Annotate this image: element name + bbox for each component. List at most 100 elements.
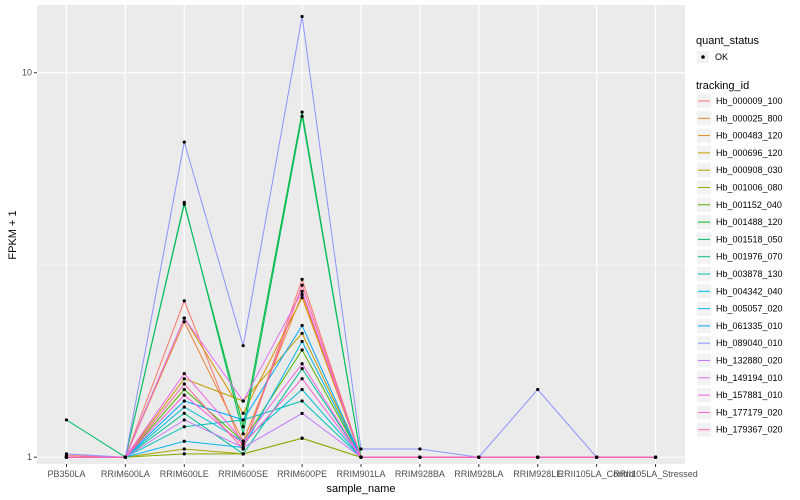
data-point-Hb_003878_130 [300, 399, 304, 403]
data-point-Hb_001006_080 [300, 436, 304, 440]
data-point-Hb_001152_040 [182, 387, 186, 392]
data-point-Hb_000696_120 [182, 377, 186, 381]
data-point-Hb_089040_010 [64, 452, 69, 456]
data-point-Hb_001488_120 [300, 110, 304, 114]
data-point-Hb_179367_020 [182, 382, 186, 386]
legend-label-Hb_001152_040: Hb_001152_040 [716, 200, 782, 210]
data-point-Hb_001006_080 [182, 452, 186, 456]
x-tick-label: RRIM928LE [513, 469, 562, 479]
data-point-Hb_179367_020 [418, 455, 422, 459]
data-point-Hb_179367_020 [123, 455, 127, 459]
legend-quant-status: quant_status OK [696, 35, 759, 63]
data-point-Hb_179367_020 [64, 455, 69, 459]
data-point-Hb_089040_010 [359, 447, 363, 451]
legend-label-Hb_001006_080: Hb_001006_080 [716, 183, 783, 193]
data-point-Hb_177179_020 [182, 393, 186, 397]
data-point-Hb_005057_020 [300, 339, 304, 344]
legend-label-Hb_000483_120: Hb_000483_120 [716, 131, 783, 141]
data-point-Hb_004342_040 [182, 405, 186, 409]
data-point-Hb_089040_010 [182, 140, 186, 144]
data-point-Hb_157881_010 [241, 439, 245, 443]
legend-label-Hb_001976_070: Hb_001976_070 [716, 252, 783, 262]
legend-label-Hb_179367_020: Hb_179367_020 [716, 425, 783, 435]
data-point-Hb_061335_010 [300, 323, 304, 328]
data-point-Hb_149194_010 [182, 316, 186, 320]
data-point-Hb_179367_020 [595, 455, 599, 459]
legend-label-Hb_089040_010: Hb_089040_010 [716, 338, 783, 348]
data-point-Hb_000483_120 [241, 411, 245, 415]
y-axis-title: FPKM + 1 [7, 210, 19, 259]
data-point-Hb_000696_120 [300, 331, 304, 335]
data-point-Hb_179367_020 [536, 455, 540, 459]
data-point-Hb_177179_020 [300, 377, 304, 381]
x-tick-label: RRIM901LA [336, 469, 385, 479]
data-point-Hb_000908_030 [182, 447, 186, 451]
x-tick-label: RRII105LA_Stressed [613, 469, 698, 479]
x-tick-label: RRIM600LA [101, 469, 150, 479]
data-point-Hb_132880_020 [300, 411, 304, 415]
data-point-Hb_001976_070 [241, 452, 245, 456]
data-point-Hb_001488_120 [241, 425, 245, 429]
data-point-Hb_157881_010 [182, 371, 186, 376]
x-tick-label: RRIM600PE [277, 469, 327, 479]
legend-label-Hb_000908_030: Hb_000908_030 [716, 165, 783, 175]
data-point-Hb_000009_100 [300, 277, 304, 282]
legend-label-Hb_003878_130: Hb_003878_130 [716, 269, 783, 279]
x-tick-label: PB350LA [47, 469, 85, 479]
legend-tracking-id-title: tracking_id [696, 80, 749, 92]
data-point-Hb_177179_020 [241, 442, 245, 446]
x-tick-label: RRIM600LE [160, 469, 209, 479]
legend-label-Hb_001488_120: Hb_001488_120 [716, 217, 783, 227]
legend-tracking-id: tracking_id Hb_000009_100 Hb_000025_800 Hb… [696, 80, 783, 437]
y-tick-label: 10 [22, 68, 32, 78]
data-point-Hb_089040_010 [418, 447, 422, 451]
x-tick-label: RRIM928BA [395, 469, 445, 479]
x-axis-title: sample_name [326, 483, 395, 495]
x-tick-label: RRIM928LA [454, 469, 503, 479]
legend-label-Hb_000009_100: Hb_000009_100 [716, 96, 783, 106]
data-point-Hb_061335_010 [182, 399, 186, 403]
legend-status-label: OK [715, 52, 728, 62]
legend-label-Hb_001518_050: Hb_001518_050 [716, 234, 783, 244]
data-point-Hb_000009_100 [182, 299, 186, 303]
legend-label-Hb_000696_120: Hb_000696_120 [716, 148, 783, 158]
data-point-Hb_001518_050 [64, 418, 69, 422]
data-point-Hb_089040_010 [536, 387, 540, 392]
data-point-Hb_001518_050 [300, 114, 304, 118]
legend-label-Hb_000025_800: Hb_000025_800 [716, 113, 783, 123]
y-axis: 1 10 [22, 68, 37, 462]
data-point-Hb_001976_070 [182, 411, 186, 415]
legend-label-Hb_149194_010: Hb_149194_010 [716, 373, 783, 383]
data-point-Hb_179367_020 [477, 455, 481, 459]
legend-label-Hb_061335_010: Hb_061335_010 [716, 321, 783, 331]
x-tick-label: RRII105LA_Control [558, 469, 636, 479]
data-point-Hb_089040_010 [241, 344, 245, 348]
data-point-Hb_061335_010 [241, 418, 245, 422]
data-point-Hb_004342_040 [300, 387, 304, 392]
data-point-Hb_001976_070 [300, 366, 304, 371]
data-point-Hb_132880_020 [182, 418, 186, 422]
data-point-Hb_003878_130 [182, 425, 186, 429]
legend-label-Hb_177179_020: Hb_177179_020 [716, 407, 783, 417]
y-tick-label: 1 [27, 452, 32, 462]
x-tick-label: RRIM600SE [218, 469, 268, 479]
data-point-Hb_001152_040 [300, 348, 304, 352]
legend-label-Hb_132880_020: Hb_132880_020 [716, 356, 783, 366]
data-point-Hb_000025_800 [300, 292, 304, 297]
points-layer [64, 14, 658, 459]
data-point-Hb_157881_010 [300, 362, 304, 366]
data-point-Hb_005057_020 [182, 439, 186, 443]
data-point-Hb_001518_050 [241, 432, 245, 436]
legend-label-Hb_157881_010: Hb_157881_010 [716, 390, 783, 400]
data-point-Hb_179367_020 [653, 455, 658, 459]
x-axis: PB350LA RRIM600LA RRIM600LE RRIM600SE RRIM60… [47, 464, 698, 479]
legend-status-key-point [701, 55, 705, 59]
data-point-Hb_089040_010 [300, 14, 304, 19]
data-point-Hb_149194_010 [241, 399, 245, 403]
data-point-Hb_179367_020 [359, 455, 363, 459]
legend-quant-status-title: quant_status [696, 35, 759, 47]
data-point-Hb_000483_120 [300, 296, 304, 300]
legend-label-Hb_005057_020: Hb_005057_020 [716, 304, 783, 314]
